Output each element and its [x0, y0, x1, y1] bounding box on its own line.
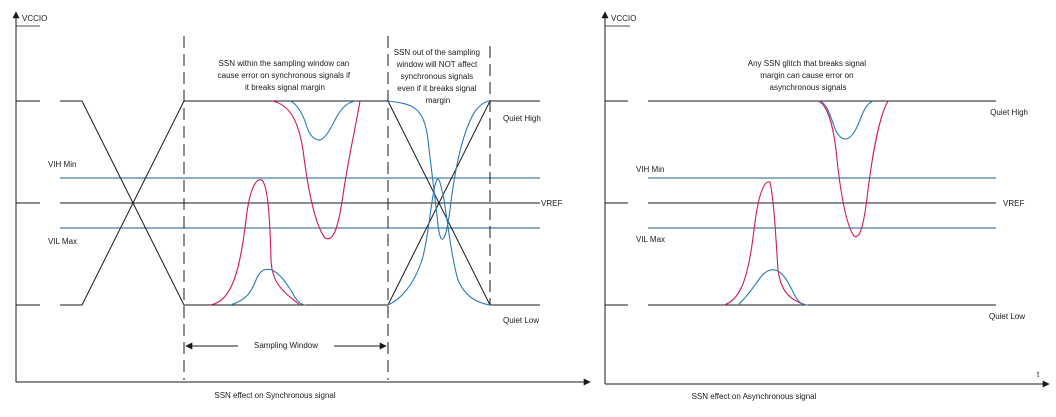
- right-caption: SSN effect on Asynchronous signal: [692, 392, 817, 401]
- right-quiet-high-label: Quiet High: [990, 108, 1028, 117]
- left-blue-glitch-cross-a: [387, 100, 491, 240]
- left-inside-note-line-2: cause error on synchronous signals if: [218, 71, 351, 80]
- right-y-axis-label: VCCIO: [611, 14, 636, 23]
- left-inside-note-line-3: it breaks signal margin: [245, 83, 325, 92]
- right-blue-glitch-low: [737, 269, 809, 306]
- left-red-glitch-low: [209, 179, 301, 306]
- left-outside-note-line-5: margin: [426, 96, 450, 105]
- left-eye-signal-a: [60, 100, 540, 306]
- left-outside-note: SSN out of the sampling window will NOT …: [394, 48, 483, 105]
- right-note-line-3: asynchronous signals: [770, 83, 847, 92]
- right-blue-glitch-high: [819, 100, 875, 140]
- left-vih-label: VIH Min: [48, 160, 76, 169]
- left-blue-glitch-low: [229, 268, 307, 306]
- left-sampling-window-label: Sampling Window: [254, 341, 318, 350]
- right-red-glitch-high: [817, 100, 889, 238]
- left-eye-signal-b: [60, 100, 540, 306]
- left-blue-glitch-high: [289, 100, 357, 141]
- left-outside-note-line-2: window will NOT affect: [396, 60, 478, 69]
- left-red-glitch-high: [271, 100, 361, 240]
- left-inside-note-line-1: SSN within the sampling window can: [219, 59, 350, 68]
- left-vref-label: VREF: [541, 199, 562, 208]
- left-vil-label: VIL Max: [48, 237, 77, 246]
- right-vref-label: VREF: [1003, 199, 1024, 208]
- left-sampling-label-bg: [238, 338, 334, 352]
- right-quiet-low-label: Quiet Low: [989, 312, 1025, 321]
- left-quiet-low-label: Quiet Low: [503, 316, 539, 325]
- right-panel: VCCIO t Any SSN glitch that breaks signa…: [601, 11, 1050, 401]
- left-caption: SSN effect on Synchronous signal: [214, 391, 335, 400]
- left-outside-note-line-1: SSN out of the sampling: [394, 48, 480, 57]
- left-panel: VCCIO Sampling Window SSN w: [12, 11, 591, 400]
- right-vil-label: VIL Max: [636, 235, 665, 244]
- right-note: Any SSN glitch that breaks signal margin…: [748, 59, 869, 92]
- right-x-axis-label: t: [1037, 370, 1040, 379]
- right-note-line-1: Any SSN glitch that breaks signal: [748, 59, 867, 68]
- left-y-axis-label: VCCIO: [22, 14, 47, 23]
- right-note-line-2: margin can cause error on: [760, 71, 853, 80]
- left-quiet-high-label: Quiet High: [503, 114, 541, 123]
- left-outside-note-line-3: synchronous signals: [401, 72, 473, 81]
- left-outside-note-line-4: even if it breaks signal: [397, 84, 476, 93]
- right-vih-label: VIH Min: [636, 165, 664, 174]
- left-blue-glitch-cross-b: [387, 178, 491, 306]
- left-inside-note: SSN within the sampling window can cause…: [218, 59, 353, 92]
- right-red-glitch-low: [723, 181, 807, 306]
